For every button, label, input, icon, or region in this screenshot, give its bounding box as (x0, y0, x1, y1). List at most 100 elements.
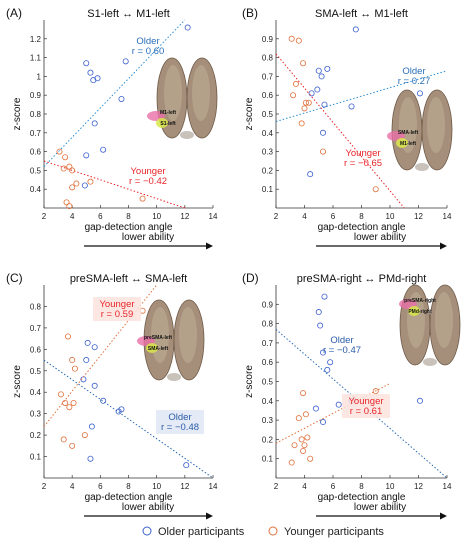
data-point-older (324, 65, 331, 72)
series-r-older: r = 0.27 (398, 76, 430, 87)
x-tick-label: 4 (70, 212, 75, 221)
y-tick-label: 0.7 (262, 72, 274, 81)
brain-region-label: SMA-left (398, 130, 419, 136)
y-tick-label: 0.4 (262, 397, 274, 406)
data-point-younger (60, 436, 67, 443)
x-tick-label: 14 (209, 212, 218, 221)
fit-line-older (43, 19, 186, 167)
data-point-younger (302, 99, 309, 106)
y-axis-label: z-score (12, 365, 23, 398)
y-tick-label: 1 (37, 72, 42, 81)
data-point-older (87, 69, 94, 76)
y-tick-label: 0.5 (262, 110, 274, 119)
y-tick-label: 0.1 (262, 455, 274, 464)
y-tick-label: 0.8 (262, 320, 274, 329)
brain-stem (180, 131, 194, 139)
x-tick-label: 10 (386, 482, 395, 491)
data-point-older (312, 405, 319, 412)
ability-arrow-label: lower ability (122, 232, 174, 243)
data-point-older (307, 171, 314, 178)
legend: Older participants Younger participants (142, 526, 384, 538)
data-point-younger (295, 37, 302, 44)
data-point-younger (56, 148, 63, 155)
x-tick-label: 10 (386, 212, 395, 221)
ability-arrow-label: lower ability (354, 502, 406, 513)
series-r-older: r = 0.60 (132, 46, 164, 57)
series-label-box-younger (93, 297, 141, 321)
data-point-younger (66, 163, 73, 170)
panel-d: (D) preSMA-right ↔ PMd-right preSMA-right P… (242, 271, 461, 520)
y-axis-label: z-score (12, 97, 23, 130)
data-point-younger (307, 455, 314, 462)
x-tick-label: 6 (98, 482, 103, 491)
data-point-younger (69, 442, 76, 449)
series-label-box-older (156, 410, 204, 434)
y-tick-label: 0.5 (30, 367, 42, 376)
legend-younger-marker (268, 526, 278, 536)
panel-title: preSMA-right ↔ PMd-right (297, 273, 427, 285)
data-point-older (91, 344, 98, 351)
data-point-older (91, 120, 98, 127)
data-point-younger (63, 199, 70, 206)
x-tick-label: 12 (180, 212, 189, 221)
y-tick-label: 0.7 (30, 129, 42, 138)
brain-right-highlight (435, 292, 453, 348)
data-point-younger (64, 333, 71, 340)
brain-image: preSMA-left SMA-left (137, 299, 205, 381)
x-axis-label: gap-detection angle (85, 492, 173, 503)
data-point-younger (288, 35, 295, 42)
series-r-younger: r = −0.65 (344, 158, 382, 169)
x-tick-label: 2 (274, 212, 279, 221)
y-axis-label: z-score (244, 97, 255, 130)
data-point-younger (304, 434, 311, 441)
data-point-older (317, 322, 324, 329)
panel-letter: (D) (242, 271, 259, 285)
data-point-younger (87, 178, 94, 185)
brain-left-highlight (164, 65, 182, 121)
data-point-older (118, 406, 125, 413)
x-tick-label: 8 (126, 212, 131, 221)
x-tick-label: 8 (359, 212, 364, 221)
ability-arrow-label: lower ability (354, 232, 406, 243)
data-point-older (321, 101, 328, 108)
fit-line-older (43, 359, 214, 479)
x-tick-label: 6 (98, 212, 103, 221)
data-point-younger (66, 203, 73, 210)
x-tick-label: 6 (331, 212, 336, 221)
data-point-older (318, 73, 325, 80)
x-axis-label: gap-detection angle (318, 222, 406, 233)
data-point-younger (69, 357, 76, 364)
x-tick-label: 14 (209, 482, 218, 491)
data-point-younger (291, 442, 298, 449)
data-point-older (315, 309, 322, 316)
y-tick-label: 0.3 (262, 416, 274, 425)
brain-region-label: S1-left (160, 121, 176, 127)
brain-stem (167, 373, 181, 381)
legend-younger-label: Younger participants (284, 526, 384, 538)
brain-region-label: preSMA-left (144, 335, 172, 341)
data-point-older (84, 339, 91, 346)
y-tick-label: 0.2 (30, 431, 42, 440)
panel-b: (B) SMA-left ↔ M1-left SMA-left M1-left 2 4 6 8… (242, 6, 453, 250)
ability-arrow-head (440, 242, 447, 250)
brain-region-b (408, 306, 420, 316)
y-tick-label: 0.8 (30, 110, 42, 119)
data-point-younger (305, 99, 312, 106)
y-tick-label: 0.4 (30, 388, 42, 397)
y-tick-label: 0.4 (30, 185, 42, 194)
data-point-younger (66, 404, 73, 411)
data-point-younger (300, 447, 307, 454)
y-tick-label: 0.5 (30, 166, 42, 175)
brain-image: M1-left S1-left (147, 57, 218, 139)
series-name-younger: Younger (345, 148, 380, 159)
legend-older-label: Older participants (158, 526, 245, 538)
y-tick-label: 0.3 (262, 148, 274, 157)
data-point-older (90, 77, 97, 84)
y-tick-label: 1.1 (30, 54, 42, 63)
series-label-box-younger (342, 394, 390, 418)
y-tick-label: 0.6 (30, 345, 42, 354)
data-point-younger (295, 415, 302, 422)
brain-region-label: SMA-left (148, 346, 169, 352)
y-tick-label: 0.8 (262, 54, 274, 63)
data-point-younger (57, 391, 64, 398)
